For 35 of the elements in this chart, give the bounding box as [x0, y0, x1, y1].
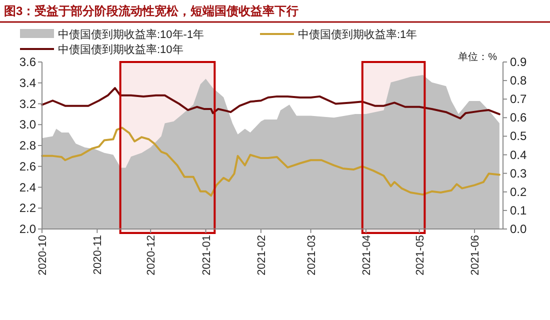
y-tick-label: 2.0: [19, 222, 36, 236]
y2-tick-label: 0.3: [510, 166, 528, 180]
y2-tick-label: 0.7: [510, 92, 528, 106]
y2-tick-label: 0.8: [510, 74, 528, 88]
x-tick-label: 2021-03: [306, 235, 318, 276]
x-tick-label: 2020-10: [37, 235, 49, 276]
legend-label: 中债国债到期收益率:10年-1年: [58, 28, 204, 41]
x-tick-label: 2020-11: [92, 235, 104, 275]
y-tick-label: 3.4: [19, 76, 36, 90]
y-tick-label: 2.2: [19, 201, 36, 216]
y-tick-label: 2.6: [19, 159, 36, 174]
x-tick-label: 2021-02: [256, 235, 268, 276]
line-series: [41, 87, 500, 120]
y2-tick-label: 0.2: [510, 184, 528, 199]
legend-label: 中债国债到期收益率:10年: [58, 43, 184, 56]
y-tick-label: 3.2: [19, 96, 36, 111]
y2-tick-label: 0.0: [510, 222, 528, 236]
legend-label: 中债国债到期收益率:1年: [298, 28, 418, 41]
y-tick-label: 3.6: [19, 55, 36, 69]
x-tick-label: 2021-04: [360, 235, 373, 276]
annotation: 单位：%: [458, 51, 498, 63]
y-tick-label: 2.8: [19, 138, 36, 152]
y2-tick-label: 0.6: [510, 110, 528, 125]
y2-tick-label: 0.5: [510, 129, 528, 144]
y2-tick-label: 0.1: [510, 203, 528, 218]
y2-tick-label: 0.9: [510, 55, 528, 69]
x-tick-label: 2020-12: [146, 235, 158, 276]
x-tick-label: 2021-06: [470, 235, 482, 276]
line-series: [41, 126, 500, 197]
x-tick-label: 2021-01: [200, 235, 213, 276]
y-tick-label: 2.4: [19, 180, 36, 194]
y-tick-label: 3.0: [19, 118, 36, 132]
x-tick-label: 2021-05: [414, 235, 426, 276]
y2-tick-label: 0.4: [510, 148, 528, 162]
chart-title: 图3：受益于部分阶段流动性宽松，短端国债收益率下行: [4, 4, 299, 18]
